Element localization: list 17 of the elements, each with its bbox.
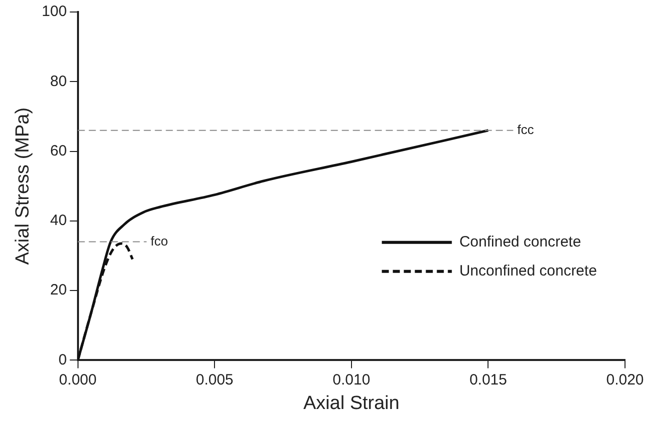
- y-tick-label: 40: [50, 212, 67, 230]
- legend-label: Confined concrete: [459, 234, 582, 251]
- y-tick-label: 60: [50, 142, 67, 160]
- y-tick-label: 0: [58, 351, 67, 368]
- x-tick-label: 0.010: [332, 371, 370, 388]
- y-tick-label: 100: [42, 3, 67, 20]
- y-tick-label: 20: [50, 282, 67, 299]
- x-tick-label: 0.015: [469, 371, 507, 388]
- y-axis-title: Axial Stress (MPa): [12, 107, 34, 265]
- legend-label: Unconfined concrete: [459, 262, 597, 280]
- x-tick-label: 0.020: [606, 371, 644, 388]
- x-tick-label: 0.000: [59, 371, 97, 388]
- y-tick-label: 80: [50, 72, 67, 90]
- ref-line-label: fco: [150, 233, 168, 248]
- ref-line-label: fcc: [517, 122, 534, 137]
- x-tick-label: 0.005: [196, 371, 234, 388]
- x-axis-title: Axial Strain: [303, 392, 400, 414]
